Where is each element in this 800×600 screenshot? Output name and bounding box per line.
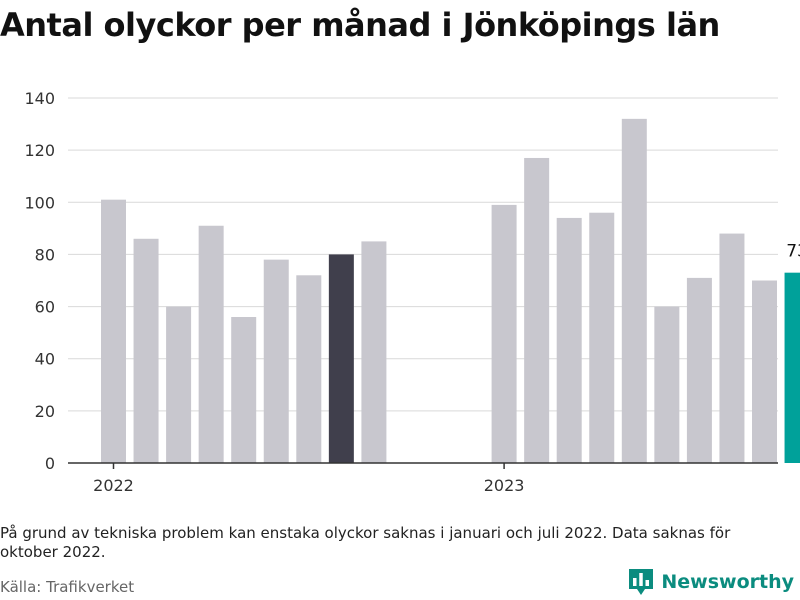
y-tick-label: 140 bbox=[24, 89, 55, 108]
bar-2022-05[interactable] bbox=[231, 317, 257, 463]
bars bbox=[101, 118, 800, 464]
brand-name: Newsworthy bbox=[661, 571, 794, 593]
y-tick-label: 0 bbox=[45, 454, 55, 473]
source-credit: Källa: Trafikverket bbox=[0, 578, 135, 596]
bar-2022-03[interactable] bbox=[166, 306, 192, 463]
y-tick-label: 120 bbox=[24, 141, 55, 160]
data-labels: 73 bbox=[786, 242, 800, 262]
bar-2022-09[interactable] bbox=[361, 241, 387, 463]
bar-2022-06[interactable] bbox=[263, 259, 289, 463]
y-tick-label: 100 bbox=[24, 193, 55, 212]
data-label: 73 bbox=[786, 242, 800, 262]
bar-2023-04[interactable] bbox=[589, 212, 615, 463]
bar-2023-07[interactable] bbox=[686, 277, 712, 463]
bar-chart-logo-icon bbox=[629, 569, 654, 595]
bar-2023-09[interactable] bbox=[752, 280, 777, 464]
chart-note: På grund av tekniska problem kan enstaka… bbox=[0, 524, 731, 561]
chart-title: Antal olyckor per månad i Jönköpings län bbox=[0, 6, 720, 44]
bar-2023-01[interactable] bbox=[491, 204, 517, 463]
x-tick-label: 2023 bbox=[484, 476, 525, 495]
x-tick-label: 2022 bbox=[93, 476, 134, 495]
bar-chart: 0 20 40 60 80 100 120 140 2022 2023 73 bbox=[24, 89, 800, 495]
brand-logo[interactable]: Newsworthy bbox=[629, 569, 794, 595]
bar-2022-01[interactable] bbox=[101, 199, 126, 463]
y-axis: 0 20 40 60 80 100 120 140 bbox=[24, 89, 55, 473]
bar-2022-07[interactable] bbox=[296, 275, 322, 463]
bar-2022-04[interactable] bbox=[198, 225, 224, 463]
bar-2023-06[interactable] bbox=[654, 306, 680, 463]
x-axis: 2022 2023 bbox=[68, 462, 778, 495]
bar-2023-03[interactable] bbox=[556, 217, 582, 463]
bar-2023-05[interactable] bbox=[621, 118, 647, 463]
bar-2023-02[interactable] bbox=[524, 157, 550, 463]
bar-2023-10[interactable] bbox=[784, 272, 800, 463]
bar-2023-08[interactable] bbox=[719, 233, 745, 463]
bar-2022-02[interactable] bbox=[133, 238, 159, 463]
y-tick-label: 60 bbox=[35, 298, 55, 317]
y-tick-label: 80 bbox=[35, 245, 55, 264]
y-tick-label: 40 bbox=[35, 350, 55, 369]
y-tick-label: 20 bbox=[35, 402, 55, 421]
bar-2022-08[interactable] bbox=[328, 254, 354, 463]
